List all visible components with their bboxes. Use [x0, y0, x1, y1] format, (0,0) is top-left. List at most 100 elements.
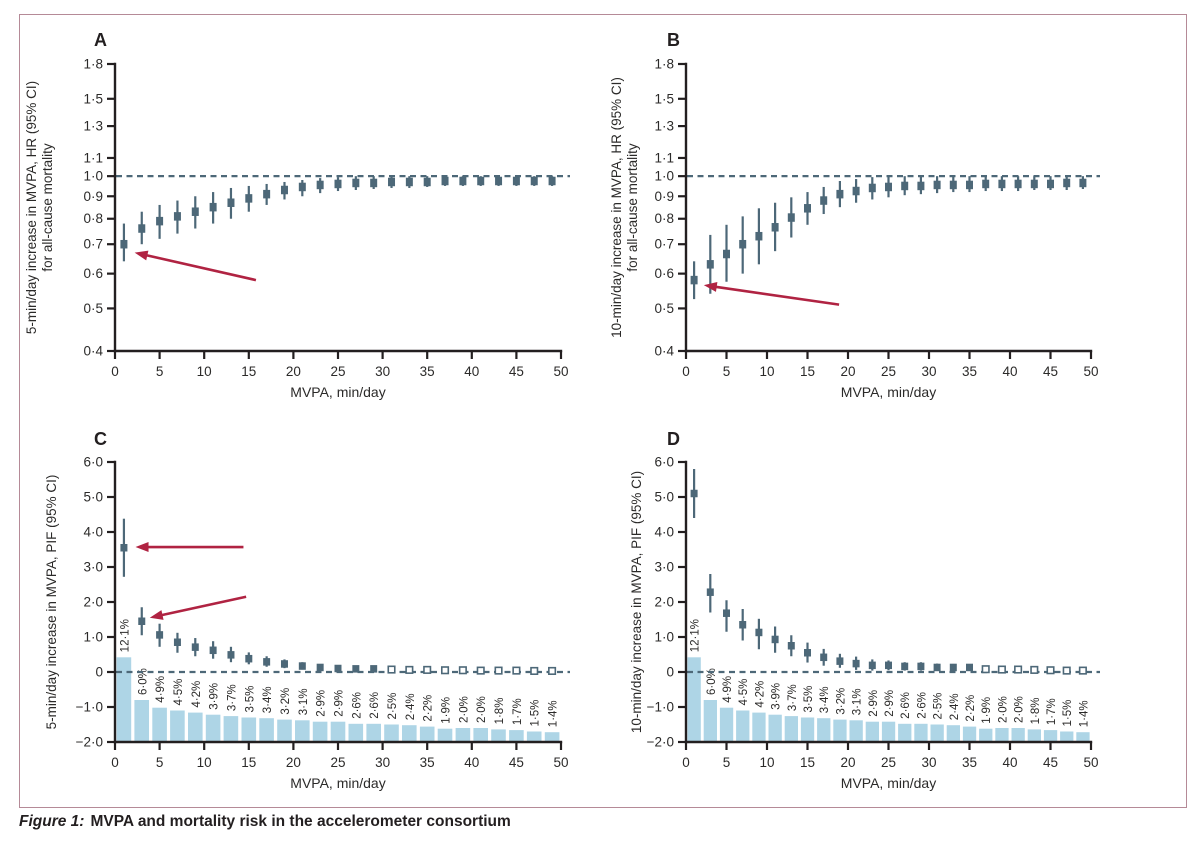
annotation-arrow [145, 253, 257, 282]
y-axis-label: for all-cause mortality [625, 143, 640, 272]
y-tick-label: 3·0 [654, 560, 674, 575]
x-tick-label: 30 [921, 755, 936, 770]
x-axis-label: MVPA, min/day [841, 384, 936, 400]
pif-bar-percent-label: 2·9% [334, 690, 346, 717]
point-marker [836, 189, 844, 199]
pif-bar-percent-label: 3·9% [771, 683, 783, 710]
pif-bar [330, 721, 346, 742]
pif-bar-percent-label: 4·2% [754, 681, 766, 708]
pif-bar [241, 717, 257, 742]
pif-bar-percent-label: 2·5% [387, 693, 399, 720]
annotation-arrowhead-icon [149, 610, 164, 620]
pif-bar [768, 714, 782, 742]
pif-bar [312, 721, 328, 742]
point-marker [690, 275, 698, 285]
point-marker [933, 663, 941, 672]
pif-bar [384, 724, 399, 742]
point-marker [852, 659, 860, 668]
pif-bar [116, 657, 132, 742]
point-marker [852, 186, 860, 196]
point-marker-open [1014, 665, 1023, 674]
panel-letter: C [94, 429, 107, 449]
point-marker [982, 179, 990, 189]
pif-bar-percent-label: 2·2% [965, 695, 977, 722]
point-marker [949, 180, 957, 190]
x-tick-label: 50 [1083, 755, 1098, 770]
y-tick-label: 0·7 [83, 237, 103, 252]
x-tick-label: 25 [330, 755, 345, 770]
point-marker [138, 224, 146, 233]
panel-b-chart: 1·8 1·5 1·3 1·1 1·0 0·9 0·8 0·7 0·6 0·5 0·4 0 5 10 15 2… [609, 30, 1100, 400]
point-marker [441, 176, 449, 186]
y-tick-label: 2·0 [83, 595, 103, 610]
pif-bar [491, 729, 506, 742]
x-tick-label: 45 [1043, 364, 1058, 379]
y-tick-label: 0·6 [654, 266, 674, 281]
pif-bar [962, 726, 977, 742]
pif-bar-percent-label: 3·2% [280, 688, 292, 715]
pif-bar-percent-label: 1·9% [981, 697, 993, 724]
point-marker-open [405, 665, 414, 674]
point-marker [120, 544, 128, 552]
point-marker [227, 198, 235, 207]
point-marker-open [423, 665, 432, 674]
point-marker [120, 239, 128, 249]
pif-bar [898, 723, 912, 742]
pif-bar-percent-label: 4·9% [155, 676, 167, 703]
pif-bar-percent-label: 2·4% [405, 693, 417, 720]
point-marker [298, 662, 306, 670]
x-tick-label: 15 [800, 364, 815, 379]
pif-bar-percent-label: 6·0% [137, 668, 149, 695]
pif-bar [703, 700, 717, 742]
pif-bar-percent-label: 6·0% [706, 668, 718, 695]
point-marker [690, 489, 698, 498]
point-marker [949, 663, 957, 672]
x-tick-label: 25 [330, 364, 345, 379]
pif-bar [170, 710, 185, 742]
pif-bar-percent-label: 1·4% [1078, 700, 1090, 727]
point-marker [1079, 178, 1087, 188]
pif-bar [455, 728, 471, 742]
x-tick-label: 20 [840, 364, 855, 379]
pif-bar [348, 723, 364, 742]
pif-bar-percent-label: 3·9% [209, 683, 221, 710]
axes: 1·8 1·5 1·3 1·1 1·0 0·9 0·8 0·7 0·6 0·5 0·4 0 5 10 15 2… [654, 57, 1098, 380]
y-tick-label: 1·0 [654, 630, 674, 645]
x-tick-label: 20 [286, 755, 301, 770]
pif-bar [509, 730, 524, 742]
point-marker [334, 664, 342, 673]
pif-bar-percent-label: 2·9% [868, 690, 880, 717]
panel-c-chart: 12·1% 6·0% 4·9% 4·5% 4·2% 3·9% 3·7% 3·5% 3·4% 3·2… [44, 429, 570, 791]
point-marker [933, 180, 941, 190]
pif-bar [784, 716, 798, 742]
point-marker [191, 643, 199, 651]
point-marker-open [997, 665, 1006, 674]
x-tick-label: 50 [553, 364, 568, 379]
x-tick-label: 50 [553, 755, 568, 770]
pif-bar [752, 712, 766, 742]
pif-bar-percent-label: 2·0% [1014, 696, 1026, 723]
x-axis-label: MVPA, min/day [290, 384, 385, 400]
ci-points [120, 518, 557, 676]
x-tick-label: 5 [156, 755, 164, 770]
pif-bar [277, 719, 292, 742]
x-tick-label: 10 [759, 364, 774, 379]
x-tick-label: 5 [156, 364, 164, 379]
pif-bar [188, 712, 203, 742]
point-marker [156, 216, 164, 226]
point-marker [868, 661, 876, 670]
pif-bar-percent-label: 3·4% [819, 686, 831, 713]
point-marker-open [1046, 666, 1055, 675]
y-tick-label: 0·4 [654, 344, 674, 359]
point-marker [723, 609, 730, 617]
pif-bar-percent-label: 1·5% [530, 700, 542, 727]
pif-bar [437, 728, 453, 742]
panel-letter: B [667, 30, 680, 50]
point-marker [173, 638, 181, 646]
point-marker [966, 663, 973, 672]
point-marker-open [494, 666, 503, 675]
x-tick-label: 15 [241, 364, 256, 379]
pif-bar-percent-label: 3·2% [835, 688, 847, 715]
x-tick-label: 0 [111, 364, 119, 379]
